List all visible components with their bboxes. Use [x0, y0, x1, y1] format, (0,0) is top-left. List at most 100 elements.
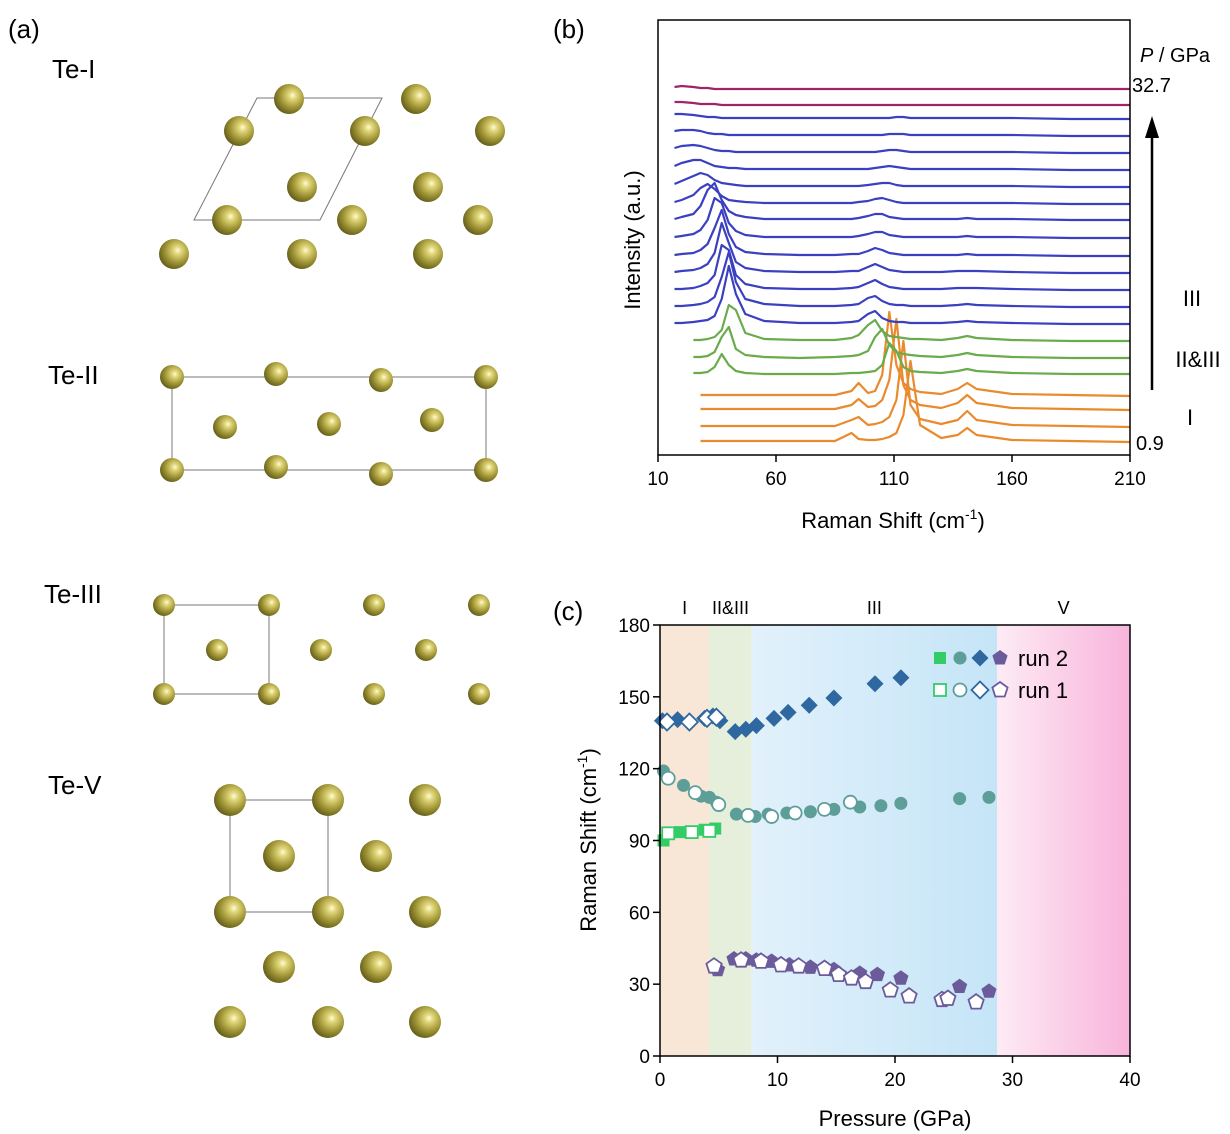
data-point: [703, 825, 715, 837]
spectrum: [701, 341, 1131, 427]
data-point: [818, 803, 831, 816]
atom: [212, 205, 242, 235]
atom: [214, 896, 246, 928]
phase-label: I: [1187, 405, 1193, 430]
unit-cell: [194, 98, 382, 220]
legend-label: run 1: [1018, 678, 1068, 703]
data-point: [765, 810, 778, 823]
phase-label: V: [1058, 598, 1070, 618]
spectrum: [675, 86, 1131, 89]
x-axis-label: Raman Shift (cm-1): [801, 506, 985, 533]
data-point: [983, 791, 996, 804]
data-point: [674, 826, 686, 838]
x-axis-label: Pressure (GPa): [819, 1106, 972, 1131]
pressure-unit-text: / GPa: [1159, 45, 1211, 67]
x-tick-label: 110: [879, 469, 909, 490]
x-tick-label: 40: [1119, 1070, 1140, 1091]
atom: [287, 239, 317, 269]
atom: [474, 458, 498, 482]
spectrum: [675, 223, 1131, 273]
atom: [214, 1006, 246, 1038]
data-point: [677, 779, 690, 792]
x-tick-label: 20: [884, 1070, 905, 1091]
structure-label: Te-III: [44, 579, 102, 609]
panel-label: (a): [8, 14, 40, 44]
spectrum: [693, 327, 1130, 358]
x-tick-label: 30: [1002, 1070, 1023, 1091]
phase-label: II&III: [712, 598, 749, 618]
data-point: [662, 827, 674, 839]
y-axis-label-suffix: ): [576, 748, 601, 755]
atom: [420, 408, 444, 432]
legend-marker: [934, 684, 946, 696]
panel-label: (b): [553, 14, 585, 44]
atom: [153, 683, 175, 705]
data-point: [844, 796, 857, 809]
atom: [264, 455, 288, 479]
atom: [160, 365, 184, 389]
y-tick-label: 30: [629, 975, 650, 996]
atom: [263, 840, 295, 872]
atom: [463, 205, 493, 235]
spectrum: [675, 160, 1131, 170]
pressure-arrow-head: [1145, 116, 1159, 138]
data-point: [804, 805, 817, 818]
atom: [409, 1006, 441, 1038]
pressure-symbol: P: [1140, 45, 1154, 67]
y-tick-label: 150: [618, 688, 650, 709]
x-tick-label: 10: [767, 1070, 788, 1091]
y-tick-label: 0: [639, 1047, 650, 1068]
atom: [160, 458, 184, 482]
figure: (a) Te-I Te-II Te-III Te-V (b) Raman Shi…: [0, 0, 1230, 1134]
spectrum: [675, 102, 1131, 105]
atom: [475, 116, 505, 146]
atom: [206, 639, 228, 661]
atom: [401, 84, 431, 114]
panel-a: (a) Te-I Te-II Te-III Te-V: [8, 14, 505, 1038]
x-axis-label-sup: -1: [965, 506, 978, 522]
spectrum: [675, 130, 1131, 136]
x-tick-label: 0: [655, 1070, 666, 1091]
x-tick-label: 60: [765, 469, 786, 490]
atom: [213, 415, 237, 439]
atom: [317, 412, 341, 436]
legend-marker: [954, 684, 967, 697]
x-tick-label: 210: [1114, 469, 1146, 490]
spectrum: [675, 114, 1131, 119]
atom: [413, 239, 443, 269]
phase-label: II&III: [1175, 347, 1220, 372]
atom: [287, 172, 317, 202]
phase-region: [709, 625, 751, 1056]
data-point: [742, 809, 755, 822]
atom: [337, 205, 367, 235]
atom: [312, 784, 344, 816]
atom: [413, 172, 443, 202]
atom: [360, 840, 392, 872]
spectrum: [675, 145, 1131, 153]
atom: [409, 784, 441, 816]
data-point: [874, 799, 887, 812]
spectrum: [675, 252, 1131, 307]
data-point: [789, 806, 802, 819]
atom: [312, 1006, 344, 1038]
atom: [415, 639, 437, 661]
y-axis-label: Raman Shift (cm-1): [574, 748, 601, 932]
atom: [468, 594, 490, 616]
atom: [468, 683, 490, 705]
data-point: [953, 792, 966, 805]
atom: [409, 896, 441, 928]
phase-label: III: [867, 598, 882, 618]
atom: [363, 594, 385, 616]
atom: [360, 951, 392, 983]
structure-label: Te-II: [48, 360, 99, 390]
pressure-unit: P / GPa: [1140, 45, 1211, 67]
pressure-max: 32.7: [1132, 75, 1171, 97]
y-axis-label: Intensity (a.u.): [620, 170, 645, 309]
atom: [224, 116, 254, 146]
pressure-min: 0.9: [1136, 433, 1164, 455]
atom: [153, 594, 175, 616]
x-axis-label-suffix: ): [977, 508, 984, 533]
atom: [474, 365, 498, 389]
data-point: [689, 786, 702, 799]
x-tick-label: 10: [647, 469, 668, 490]
